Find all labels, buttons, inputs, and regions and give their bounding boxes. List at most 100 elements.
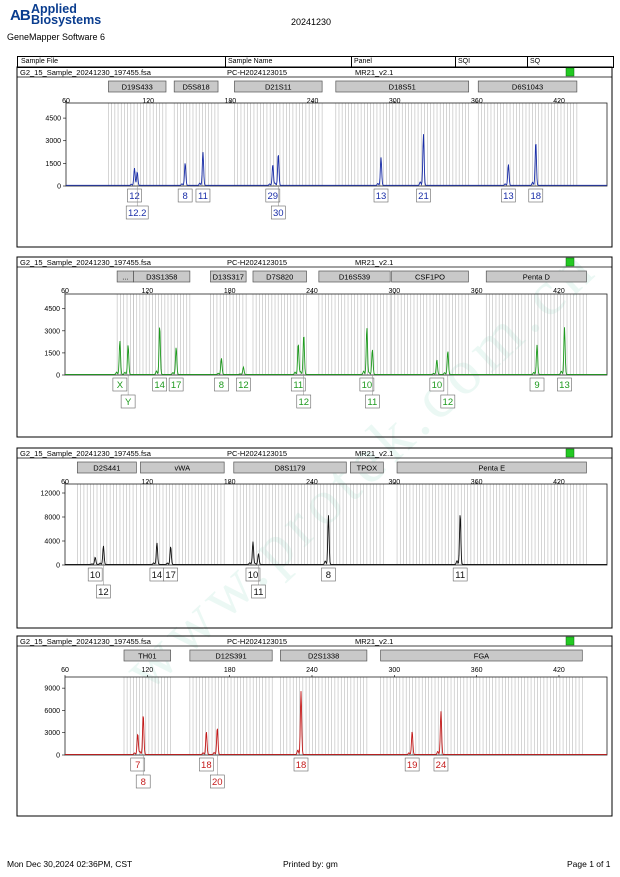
sample-name: PC-H2024123015: [227, 449, 287, 458]
allele-label: 12: [443, 397, 454, 408]
status-square: [565, 448, 575, 458]
y-tick-label: 1500: [44, 350, 60, 357]
allele-call: 13: [501, 188, 516, 203]
brand-line-1: Applied: [31, 2, 77, 16]
allele-box: [528, 188, 544, 203]
allele-call: 17: [168, 377, 184, 392]
marker-box: [233, 461, 347, 474]
y-tick-label: 3000: [45, 138, 61, 145]
marker-box: [252, 270, 307, 283]
software-name: GeneMapper Software 6: [7, 32, 106, 42]
allele-label: 21: [418, 191, 429, 202]
y-tick-label: 4500: [45, 116, 61, 123]
x-tick-label: 180: [224, 667, 236, 674]
plot-frame: [64, 483, 608, 566]
marker-label: D7S820: [266, 273, 293, 282]
y-tick-label: 0: [56, 563, 60, 570]
allele-box: [236, 377, 251, 392]
allele-call: 11: [251, 565, 266, 599]
allele-box: [130, 757, 146, 772]
col-sample-file: Sample File: [21, 58, 58, 65]
allele-call: 7: [130, 757, 146, 772]
allele-box: [214, 377, 229, 392]
signal-trace: [65, 327, 607, 375]
printed-by: Printed by: gm: [283, 859, 338, 869]
panel-4: G2_15_Sample_20241230_197455.fsa PC-H2024…: [16, 635, 613, 817]
allele-bins: [123, 677, 583, 755]
allele-label: 11: [367, 397, 377, 408]
marker-label: D13S317: [213, 273, 244, 282]
allele-label: 20: [212, 777, 223, 788]
allele-box: [112, 377, 128, 392]
allele-label: 8: [326, 570, 331, 581]
brand-logo-text: Applied Biosystems: [31, 2, 101, 27]
marker-box: [350, 461, 384, 474]
allele-bins: [116, 294, 587, 375]
allele-box: [416, 188, 431, 203]
allele-call: 21: [416, 188, 431, 203]
x-tick-label: 360: [471, 667, 483, 674]
panel-frame: [16, 66, 613, 248]
allele-call: 12: [96, 565, 111, 599]
allele-call: 10: [359, 377, 375, 392]
marker-label: ...: [122, 273, 128, 282]
marker-box: [76, 461, 137, 474]
signal-trace: [66, 134, 607, 186]
allele-call: 30: [270, 186, 286, 220]
allele-label: 12.2: [128, 208, 147, 219]
allele-box: [290, 377, 306, 392]
x-tick-label: 120: [141, 288, 153, 295]
allele-box: [529, 377, 545, 392]
marker-label: Penta D: [523, 273, 551, 282]
x-tick-label: 60: [61, 667, 69, 674]
allele-bins: [108, 103, 578, 186]
marker-label: D21S11: [265, 83, 292, 92]
panel-name: MR21_v2.1: [355, 637, 393, 646]
panel-1: G2_15_Sample_20241230_197455.fsa PC-H2024…: [16, 66, 613, 248]
marker-box: [123, 649, 172, 662]
status-square: [565, 67, 575, 77]
allele-label: 17: [165, 570, 176, 581]
marker-label: D18S51: [389, 83, 416, 92]
sample-file: G2_15_Sample_20241230_197455.fsa: [20, 449, 152, 458]
marker-label: FGA: [474, 652, 489, 661]
allele-box: [265, 188, 281, 203]
status-square: [565, 636, 575, 646]
allele-call: 24: [433, 757, 449, 772]
brand-logo-mark: AB: [10, 7, 31, 24]
allele-label: 8: [183, 191, 188, 202]
marker-box: [280, 649, 368, 662]
allele-label: 13: [559, 380, 570, 391]
marker-label: D2S441: [93, 464, 120, 473]
marker-box: [477, 80, 578, 93]
allele-label: 11: [455, 570, 465, 581]
panel-2: G2_15_Sample_20241230_197455.fsa PC-H2024…: [16, 256, 613, 438]
allele-box: [135, 774, 151, 789]
allele-box: [452, 567, 468, 582]
allele-box: [296, 394, 312, 409]
sample-file: G2_15_Sample_20241230_197455.fsa: [20, 258, 152, 267]
allele-label: 12: [298, 397, 309, 408]
x-tick-label: 300: [388, 667, 400, 674]
signal-trace: [65, 691, 607, 755]
allele-call: Y: [120, 375, 136, 409]
allele-call: 12: [440, 375, 456, 409]
marker-label: D2S1338: [308, 652, 339, 661]
allele-call: 18: [199, 757, 214, 772]
marker-label: D12S391: [215, 652, 246, 661]
plot-frame: [64, 676, 608, 756]
allele-call: 18: [528, 188, 544, 203]
allele-call: 11: [365, 375, 380, 409]
marker-box: [380, 649, 583, 662]
allele-box: [270, 205, 286, 220]
x-tick-label: 180: [224, 288, 236, 295]
allele-label: 29: [268, 191, 279, 202]
allele-box: [125, 205, 149, 220]
allele-label: 11: [254, 587, 264, 598]
marker-box: [108, 80, 167, 93]
marker-box: [391, 270, 469, 283]
col-sample-name: Sample Name: [228, 58, 273, 65]
allele-call: 12: [127, 188, 142, 203]
y-tick-label: 3000: [44, 730, 60, 737]
y-tick-label: 12000: [41, 491, 61, 498]
